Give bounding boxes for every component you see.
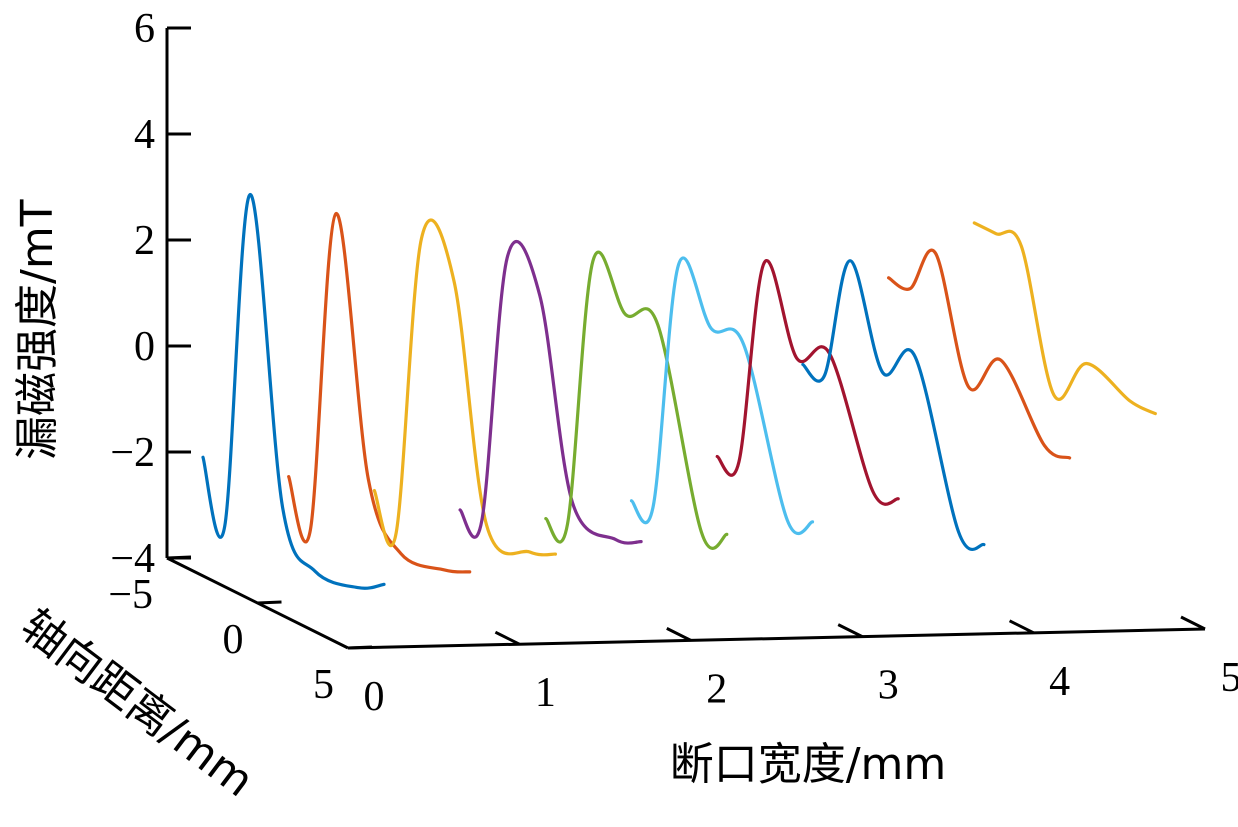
series-curve-8 <box>801 259 986 551</box>
series-curve-5 <box>544 250 729 550</box>
y-tick-label: 5 <box>313 662 334 708</box>
x-tick <box>837 623 863 638</box>
series-curve-1 <box>201 192 386 590</box>
x-tick-label: 2 <box>706 666 727 712</box>
z-tick-label: 0 <box>134 324 155 370</box>
y-tick <box>257 600 282 605</box>
x-axis-line <box>347 627 1206 650</box>
y-tick <box>347 645 373 650</box>
series-curve-2 <box>287 212 472 574</box>
x-tick-label: 4 <box>1049 659 1070 705</box>
series-curve-7 <box>715 258 900 506</box>
x-axis-title: 断口宽度/mm <box>670 739 947 790</box>
z-tick-label: 4 <box>134 112 155 158</box>
x-tick-label: 5 <box>1221 655 1238 701</box>
y-tick <box>166 555 192 560</box>
z-tick-label: 2 <box>134 218 155 264</box>
series-curve-4 <box>458 240 643 545</box>
series-curve-3 <box>372 218 557 557</box>
series-curve-9 <box>887 248 1072 460</box>
y-tick-label: −5 <box>108 572 153 618</box>
series-curves <box>201 192 1157 590</box>
z-axis-title: 漏磁强度/mT <box>12 199 63 460</box>
z-tick-label: 6 <box>134 6 155 52</box>
series-curve-6 <box>629 256 815 536</box>
x-tick <box>1180 615 1206 631</box>
x-tick <box>494 630 521 646</box>
x-tick-label: 0 <box>364 674 385 720</box>
x-tick-label: 3 <box>878 663 899 709</box>
y-tick-label: 0 <box>223 617 244 663</box>
x-tick <box>1008 619 1035 635</box>
series-curve-10 <box>972 221 1157 416</box>
z-tick-label: −4 <box>110 536 155 582</box>
x-tick-label: 1 <box>535 670 556 716</box>
z-tick-label: −2 <box>110 430 155 476</box>
x-tick <box>666 627 692 642</box>
